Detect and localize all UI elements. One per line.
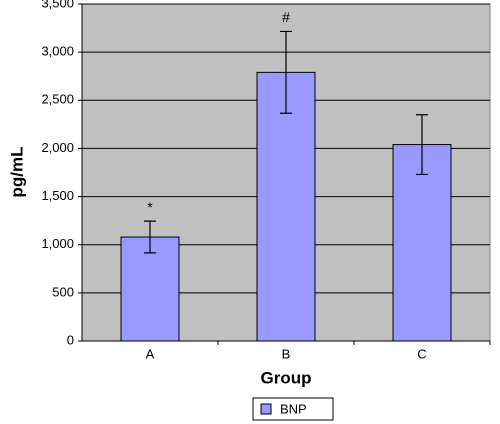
y-tick-label: 1,500 xyxy=(41,188,74,203)
legend-box xyxy=(252,397,334,421)
x-tick-label: C xyxy=(417,346,426,361)
error-bar xyxy=(416,114,428,176)
y-tick-label: 1,000 xyxy=(41,236,74,251)
y-tick-label: 0 xyxy=(67,332,74,347)
y-tick-label: 500 xyxy=(52,284,74,299)
bar xyxy=(256,71,316,342)
error-bar xyxy=(280,30,292,114)
x-tick-label: B xyxy=(282,346,291,361)
annotation: # xyxy=(282,9,290,25)
bar xyxy=(392,144,452,342)
annotation: * xyxy=(147,199,153,215)
error-bar xyxy=(144,220,156,254)
x-tick-label: A xyxy=(146,346,155,361)
y-tick-label: 3,000 xyxy=(41,44,74,59)
y-tick-label: 2,000 xyxy=(41,140,74,155)
x-axis-label: Group xyxy=(261,368,312,387)
legend-label: BNP xyxy=(280,401,307,416)
y-axis-label: pg/mL xyxy=(7,147,26,198)
y-tick-label: 3,500 xyxy=(41,0,74,10)
legend-swatch xyxy=(260,403,272,415)
bar xyxy=(120,236,180,342)
y-tick-label: 2,500 xyxy=(41,92,74,107)
